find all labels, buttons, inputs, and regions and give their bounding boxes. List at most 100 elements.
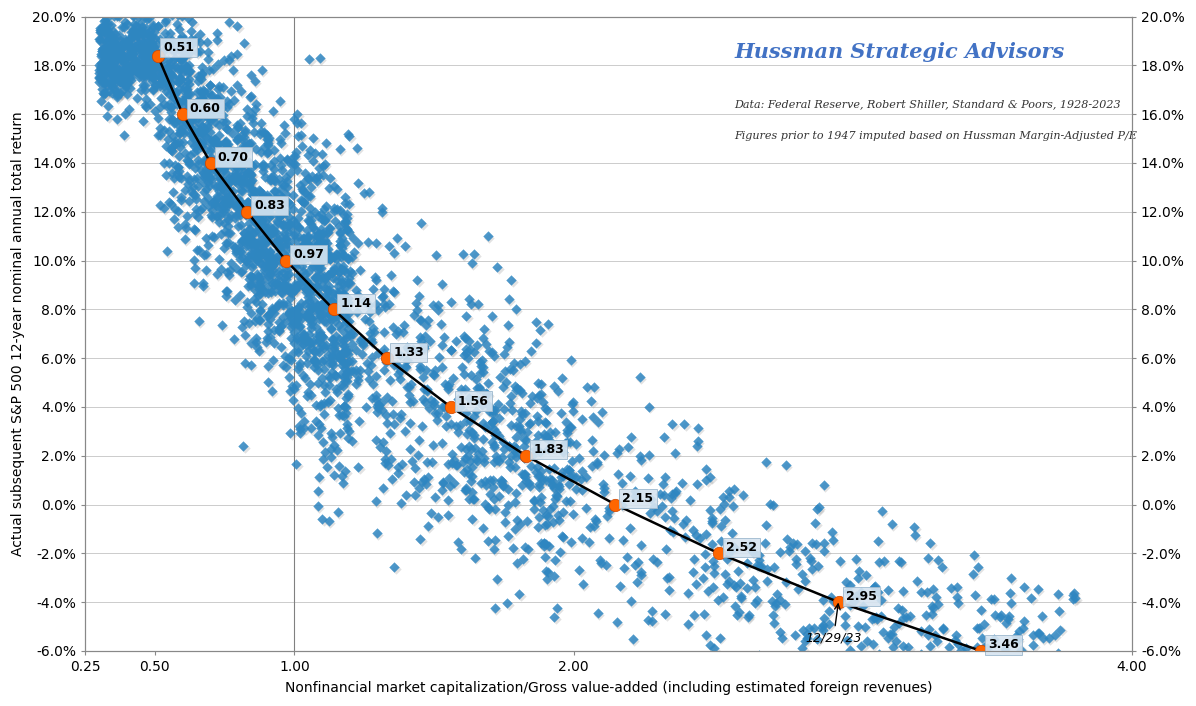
- Point: [287, 303, 306, 314]
- Point: [163, 167, 182, 179]
- Point: [172, 79, 191, 90]
- Point: [301, 217, 321, 228]
- Point: [208, 92, 227, 104]
- Point: [169, 161, 188, 172]
- Point: [303, 170, 322, 181]
- Point: [757, 564, 776, 575]
- Point: [443, 347, 462, 358]
- Point: [97, 47, 116, 58]
- Point: [342, 251, 361, 263]
- Point: [208, 202, 227, 213]
- Point: [210, 159, 230, 170]
- Point: [840, 587, 859, 599]
- Point: [279, 208, 298, 220]
- Point: [454, 330, 474, 342]
- Point: [871, 537, 890, 549]
- Point: [948, 584, 968, 595]
- Point: [116, 108, 135, 119]
- Point: [214, 148, 233, 160]
- Point: [99, 52, 118, 64]
- Point: [123, 23, 142, 35]
- Point: [270, 241, 289, 253]
- Point: [121, 105, 140, 116]
- Point: [224, 130, 243, 141]
- Point: [468, 376, 487, 387]
- Point: [304, 261, 323, 272]
- Point: [172, 95, 191, 106]
- Point: [512, 408, 531, 419]
- Point: [594, 481, 614, 492]
- Point: [335, 340, 354, 352]
- Point: [246, 201, 266, 213]
- Point: [145, 40, 164, 51]
- Point: [306, 150, 325, 161]
- Point: [279, 262, 298, 273]
- Point: [173, 55, 193, 66]
- Point: [263, 260, 282, 271]
- Point: [245, 236, 264, 247]
- Point: [248, 188, 267, 199]
- Point: [322, 256, 341, 267]
- Point: [115, 56, 134, 68]
- Point: [331, 246, 350, 258]
- Point: [173, 37, 193, 49]
- Point: [258, 191, 277, 203]
- Point: [312, 250, 331, 261]
- Point: [321, 395, 340, 406]
- Point: [92, 97, 111, 108]
- Point: [379, 419, 398, 431]
- Point: [690, 533, 709, 544]
- Point: [678, 516, 697, 527]
- Point: [478, 501, 498, 513]
- Point: [146, 64, 165, 76]
- Point: [706, 563, 725, 574]
- Point: [919, 588, 938, 599]
- Point: [185, 225, 205, 236]
- Point: [288, 311, 307, 323]
- Point: [1035, 656, 1054, 667]
- Point: [237, 359, 256, 371]
- Point: [234, 227, 254, 239]
- Point: [608, 469, 627, 480]
- Point: [173, 97, 193, 108]
- Point: [476, 480, 495, 491]
- Point: [281, 220, 300, 232]
- Point: [279, 220, 298, 231]
- Point: [281, 270, 300, 282]
- Point: [408, 304, 427, 316]
- Point: [417, 385, 437, 397]
- Point: [311, 311, 330, 322]
- Point: [592, 559, 611, 570]
- Point: [299, 393, 318, 404]
- Point: [273, 220, 292, 232]
- Point: [858, 635, 877, 646]
- Point: [582, 523, 602, 534]
- Point: [512, 428, 531, 439]
- Point: [368, 402, 388, 413]
- Point: [980, 651, 999, 662]
- Point: [538, 419, 557, 431]
- Point: [538, 510, 557, 521]
- Point: [151, 200, 170, 211]
- Point: [288, 246, 307, 258]
- Point: [133, 71, 152, 83]
- Point: [309, 401, 328, 412]
- Point: [721, 544, 740, 555]
- Point: [337, 371, 356, 383]
- Point: [453, 456, 472, 467]
- Point: [410, 364, 429, 375]
- Point: [899, 652, 919, 663]
- Point: [507, 525, 526, 537]
- Point: [520, 478, 539, 489]
- Point: [367, 276, 386, 287]
- Point: [678, 618, 697, 630]
- Point: [158, 143, 177, 154]
- Point: [468, 383, 487, 394]
- Point: [104, 35, 123, 47]
- Point: [324, 368, 343, 379]
- Point: [208, 164, 227, 175]
- Point: [321, 310, 340, 321]
- Point: [173, 114, 193, 125]
- Point: [103, 71, 122, 82]
- Point: [105, 47, 124, 58]
